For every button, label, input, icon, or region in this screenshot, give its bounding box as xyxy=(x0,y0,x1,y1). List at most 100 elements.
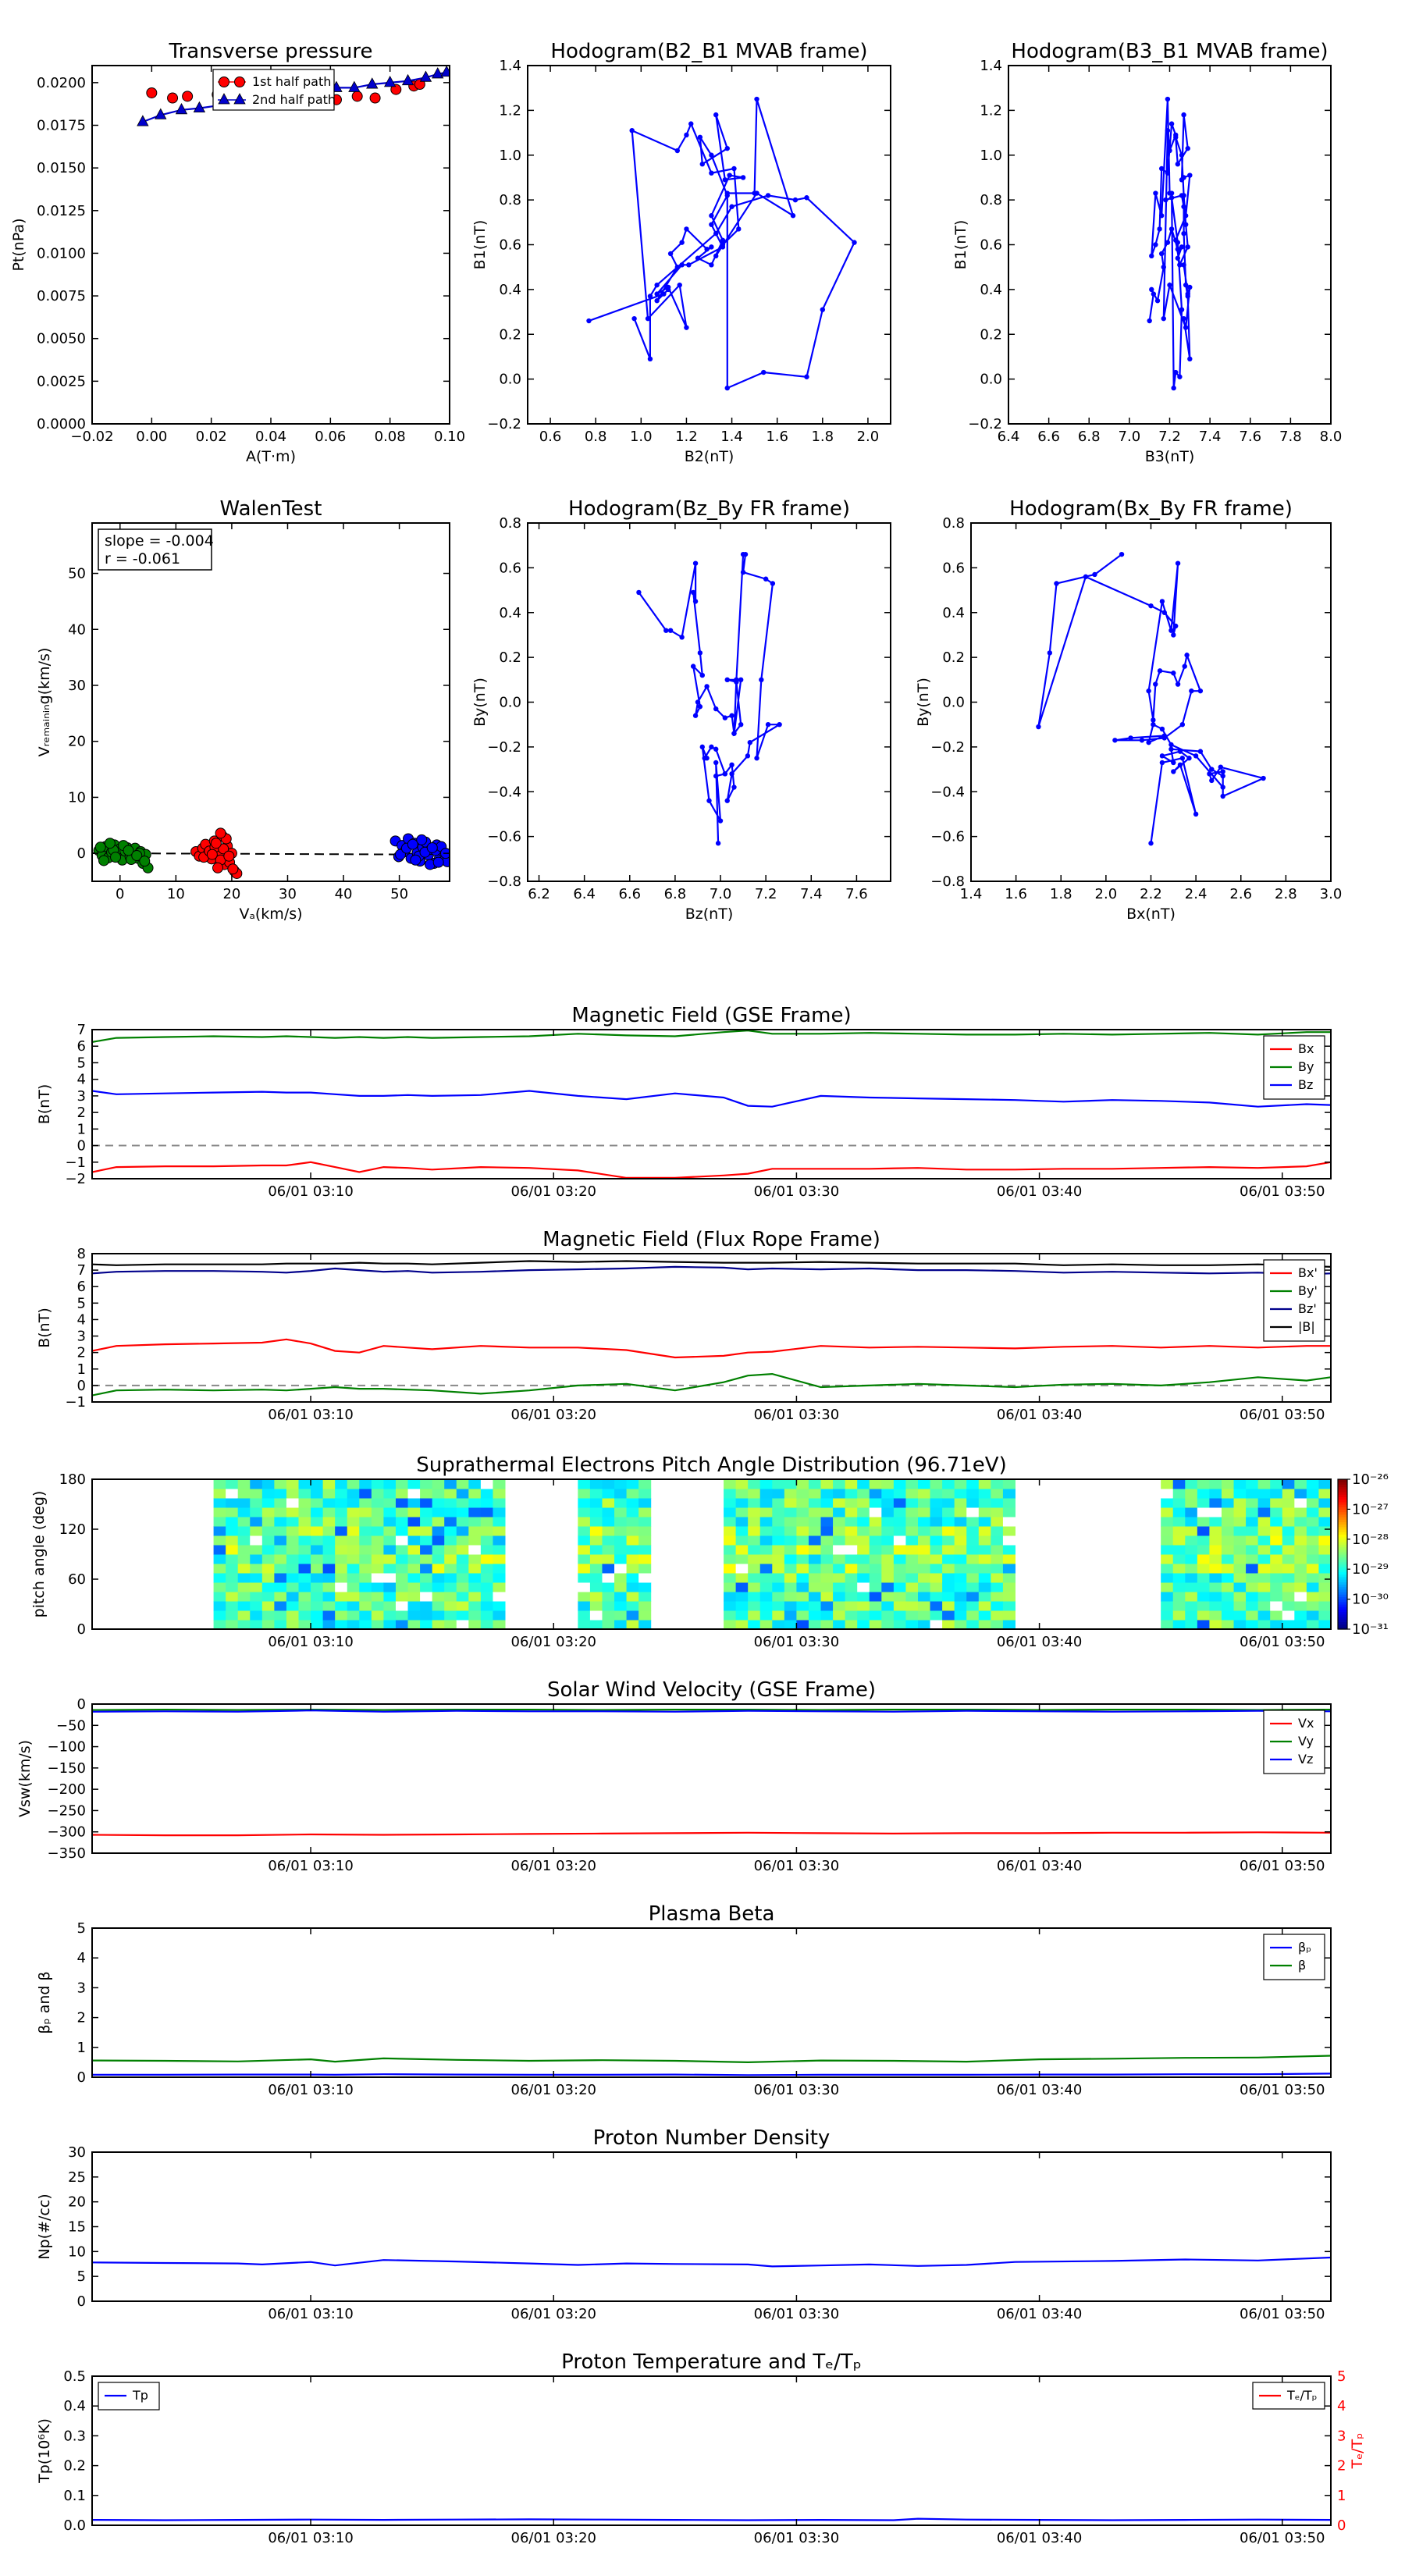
data-point xyxy=(155,108,167,119)
heatmap-cell xyxy=(820,1554,834,1564)
data-point xyxy=(1171,632,1176,638)
x-tick-label: 40 xyxy=(335,886,353,902)
data-point xyxy=(1179,721,1186,728)
heatmap-cell xyxy=(311,1601,324,1611)
heatmap-cell xyxy=(407,1489,421,1499)
heatmap-cell xyxy=(991,1545,1004,1555)
heatmap-cell xyxy=(480,1592,493,1602)
heatmap-cell xyxy=(845,1582,858,1592)
heatmap-cell xyxy=(589,1545,603,1555)
heatmap-cell xyxy=(420,1620,433,1629)
heatmap-cell xyxy=(724,1507,737,1517)
heatmap-cell xyxy=(638,1517,652,1527)
heatmap-cell xyxy=(942,1507,955,1517)
series-1-line xyxy=(92,1030,1331,1043)
heatmap-cell xyxy=(966,1507,980,1517)
heatmap-cell xyxy=(589,1592,603,1602)
heatmap-cell xyxy=(237,1610,251,1621)
heatmap-cell xyxy=(626,1489,639,1499)
heatmap-cell xyxy=(493,1526,506,1536)
heatmap-cell xyxy=(1233,1507,1247,1517)
data-point xyxy=(1147,318,1152,324)
data-point xyxy=(713,773,719,779)
heatmap-cell xyxy=(881,1582,895,1592)
heatmap-cell xyxy=(1282,1620,1295,1629)
heatmap-cell xyxy=(1221,1489,1235,1499)
heatmap-cell xyxy=(1257,1601,1271,1611)
heatmap-cell xyxy=(444,1564,457,1574)
heatmap-cell xyxy=(1209,1554,1222,1564)
heatmap-cell xyxy=(395,1620,409,1629)
chart-mf_gse: Magnetic Field (GSE Frame)06/01 03:10 06/… xyxy=(36,1004,1332,1200)
plot-frame xyxy=(91,2151,1332,2302)
x-tick-label: 06/01 03:40 xyxy=(997,1634,1082,1650)
plot-area xyxy=(586,96,857,391)
data-point xyxy=(1165,127,1171,133)
heatmap-cell xyxy=(1270,1526,1283,1536)
data-point xyxy=(1175,255,1181,261)
y-tick-label: 7 xyxy=(77,1262,86,1279)
x-tick-label: 6.8 xyxy=(664,886,687,902)
heatmap-cell xyxy=(1270,1564,1283,1574)
heatmap-cell xyxy=(1185,1620,1198,1629)
series-0 xyxy=(636,551,783,846)
series-1-line xyxy=(92,1372,1331,1397)
heatmap-cell xyxy=(784,1573,797,1583)
colorbar-step xyxy=(1338,1546,1347,1550)
heatmap-cell xyxy=(724,1535,737,1546)
heatmap-cell xyxy=(456,1554,469,1564)
heatmap-block-2 xyxy=(724,1479,1016,1629)
heatmap-cell xyxy=(602,1507,615,1517)
heatmap-cell xyxy=(237,1601,251,1611)
data-point xyxy=(695,699,701,705)
data-point xyxy=(110,852,122,863)
y-tick-label: 1 xyxy=(77,1361,86,1378)
heatmap-cell xyxy=(1209,1479,1222,1489)
data-point xyxy=(731,165,737,172)
heatmap-cell xyxy=(407,1620,421,1629)
heatmap-cell xyxy=(359,1620,372,1629)
data-point xyxy=(661,291,667,297)
heatmap-cell xyxy=(614,1526,628,1536)
data-point xyxy=(218,843,229,855)
legend xyxy=(1263,1934,1325,1980)
data-point xyxy=(1112,738,1118,743)
data-point xyxy=(1179,193,1185,198)
data-point xyxy=(1036,724,1041,730)
heatmap-cell xyxy=(1306,1507,1319,1517)
heatmap-cell xyxy=(1246,1610,1259,1621)
data-point xyxy=(131,850,143,862)
heatmap-cell xyxy=(626,1507,639,1517)
data-point xyxy=(1149,253,1154,259)
annotation-text: r = -0.061 xyxy=(105,550,180,568)
heatmap-cell xyxy=(1002,1582,1016,1592)
heatmap-cell xyxy=(1246,1498,1259,1508)
data-point xyxy=(724,677,730,683)
heatmap-cell xyxy=(493,1573,506,1583)
heatmap-cell xyxy=(869,1564,882,1574)
heatmap-cell xyxy=(298,1545,311,1555)
heatmap-cell xyxy=(833,1498,846,1508)
data-point xyxy=(1175,247,1181,252)
heatmap-cell xyxy=(772,1610,785,1621)
data-point xyxy=(709,170,714,176)
data-point xyxy=(761,369,767,375)
heatmap-cell xyxy=(1185,1498,1198,1508)
heatmap-cell xyxy=(407,1610,421,1621)
heatmap-cell xyxy=(784,1517,797,1527)
heatmap-cell xyxy=(735,1582,749,1592)
heatmap-cell xyxy=(261,1479,275,1489)
heatmap-cell xyxy=(954,1479,967,1489)
heatmap-cell xyxy=(833,1620,846,1629)
heatmap-cell xyxy=(383,1554,397,1564)
heatmap-cell xyxy=(602,1610,615,1621)
heatmap-cell xyxy=(638,1610,652,1621)
y-tick-label: 1 xyxy=(77,1121,86,1137)
heatmap-cell xyxy=(237,1517,251,1527)
heatmap-cell xyxy=(335,1526,348,1536)
heatmap-cell xyxy=(383,1545,397,1555)
data-point xyxy=(206,849,218,860)
heatmap-cell xyxy=(638,1592,652,1602)
heatmap-cell xyxy=(954,1498,967,1508)
heatmap-cell xyxy=(978,1535,991,1546)
